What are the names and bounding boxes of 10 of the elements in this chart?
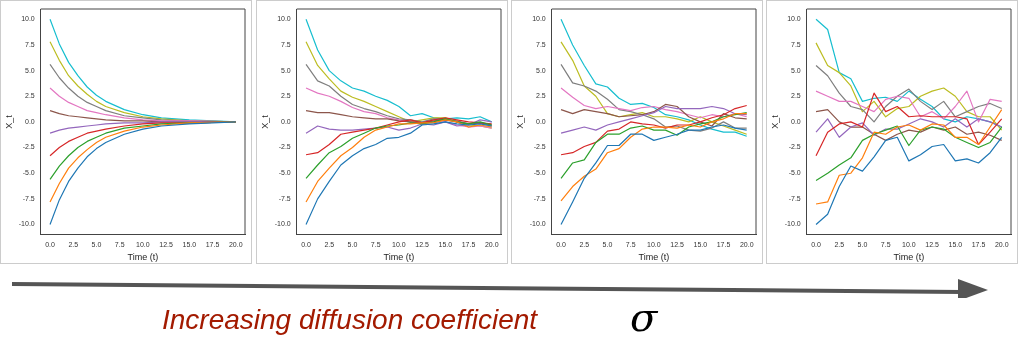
y-axis-title: X_t — [514, 114, 525, 129]
y-axis-title: X_t — [769, 114, 780, 129]
y-axis-title: X_t — [259, 114, 270, 129]
x-axis-title: Time (t) — [638, 252, 670, 263]
text: Increasing diffusion coefficient — [162, 304, 538, 336]
x-axis-title: Time (t) — [383, 252, 415, 263]
x-axis-title: Time (t) — [127, 252, 159, 263]
x-axis-title: Time (t) — [893, 252, 925, 263]
y-axis-title: X_t — [3, 114, 14, 129]
text: σ — [630, 294, 658, 340]
